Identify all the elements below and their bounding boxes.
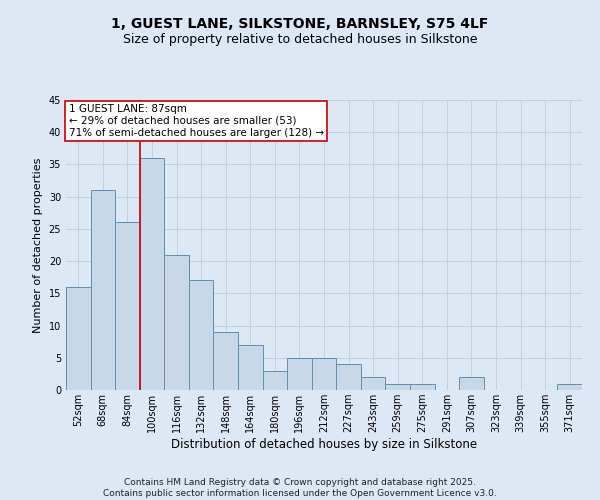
Bar [557,384,582,390]
Bar [459,377,484,390]
Bar [263,370,287,390]
Bar [312,358,336,390]
Bar [91,190,115,390]
Bar [361,377,385,390]
Bar [115,222,140,390]
Text: Size of property relative to detached houses in Silkstone: Size of property relative to detached ho… [123,32,477,46]
X-axis label: Distribution of detached houses by size in Silkstone: Distribution of detached houses by size … [171,438,477,451]
Text: 1 GUEST LANE: 87sqm
← 29% of detached houses are smaller (53)
71% of semi-detach: 1 GUEST LANE: 87sqm ← 29% of detached ho… [68,104,324,138]
Bar [214,332,238,390]
Bar [238,345,263,390]
Bar [410,384,434,390]
Bar [336,364,361,390]
Bar [140,158,164,390]
Bar [164,254,189,390]
Bar [287,358,312,390]
Bar [385,384,410,390]
Text: Contains HM Land Registry data © Crown copyright and database right 2025.
Contai: Contains HM Land Registry data © Crown c… [103,478,497,498]
Text: 1, GUEST LANE, SILKSTONE, BARNSLEY, S75 4LF: 1, GUEST LANE, SILKSTONE, BARNSLEY, S75 … [112,18,488,32]
Bar [66,287,91,390]
Y-axis label: Number of detached properties: Number of detached properties [33,158,43,332]
Bar [189,280,214,390]
